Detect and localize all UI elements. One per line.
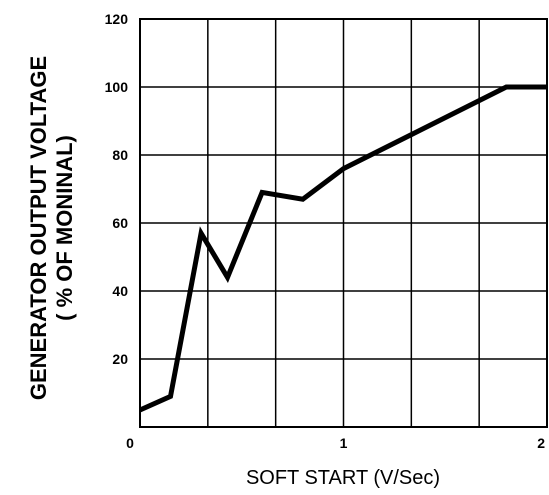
y-axis-title-line1: GENERATOR OUTPUT VOLTAGE <box>26 56 51 400</box>
y-tick-label: 100 <box>105 79 129 95</box>
y-tick-label: 120 <box>105 11 129 27</box>
y-axis-title-line2: ( % OF MONINAL) <box>52 135 77 321</box>
y-tick-label: 60 <box>112 215 128 231</box>
series-layer <box>138 84 547 413</box>
y-axis-tick-labels: 20 40 60 80 100 120 <box>105 11 129 367</box>
y-tick-label: 80 <box>112 147 128 163</box>
series-line <box>138 84 547 413</box>
x-tick-label: 1 <box>340 435 348 451</box>
x-tick-label: 0 <box>126 435 134 451</box>
x-axis-title: SOFT START (V/Sec) <box>246 467 440 489</box>
y-tick-label: 40 <box>112 283 128 299</box>
plot-area-border <box>139 18 548 428</box>
y-tick-label: 20 <box>112 351 128 367</box>
x-axis-tick-labels: 0 1 2 <box>126 435 545 451</box>
x-tick-label: 2 <box>537 435 545 451</box>
grid <box>140 19 547 427</box>
